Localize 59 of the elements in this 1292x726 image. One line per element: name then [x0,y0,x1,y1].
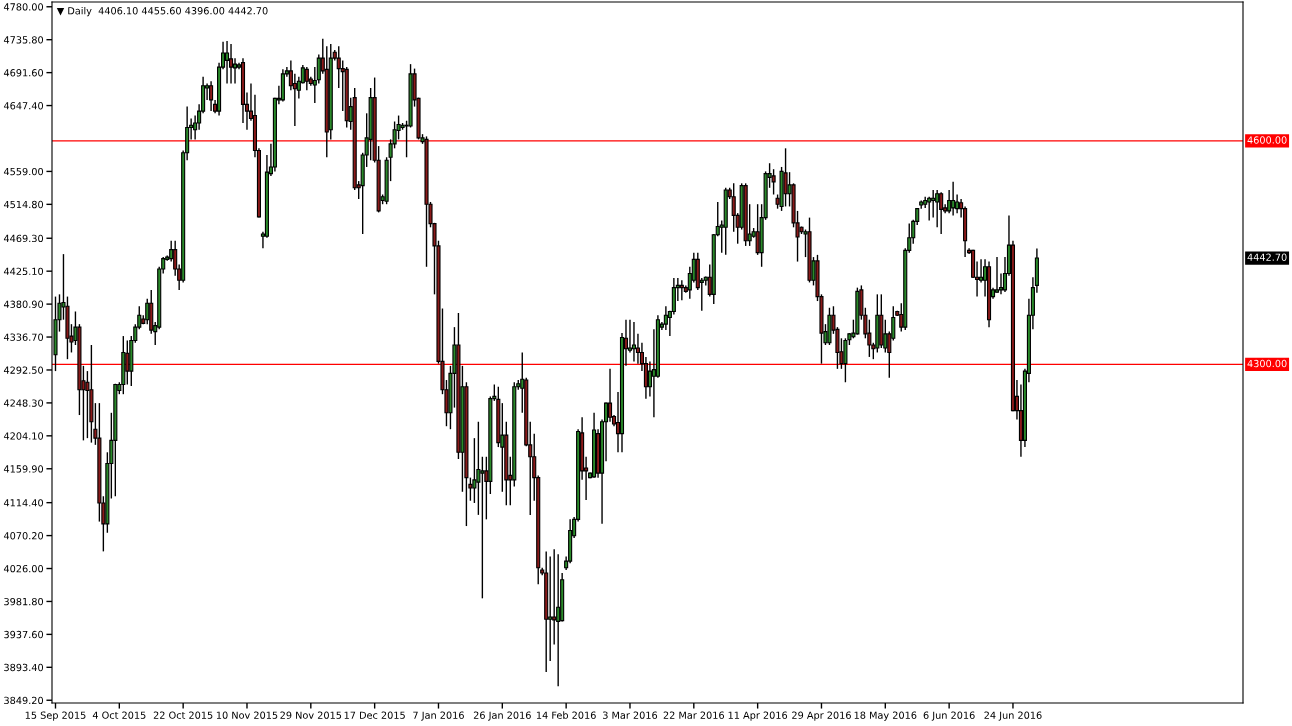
x-tick-label: 6 Jun 2016 [923,711,975,721]
candlestick [480,456,485,600]
ref-line-label: 4600.00 [1247,136,1287,144]
x-tick-label: 26 Jan 2016 [473,711,531,721]
candlestick [783,147,788,208]
x-tick-label: 7 Jan 2016 [413,711,464,721]
chart-title: ▼ Daily 4406.10 4455.60 4396.00 4442.70 [56,6,268,17]
x-tick-label: 24 Jun 2016 [984,711,1042,721]
candlestick [228,43,234,85]
candlestick [955,193,960,214]
y-tick-label: 4425.10 [3,267,44,276]
y-tick-label: 4559.00 [3,167,44,176]
ref-line-label: 4300.00 [1247,359,1287,368]
candlestick [755,203,760,256]
candlestick [935,189,940,228]
y-tick-label: 4514.80 [3,200,44,209]
candlestick [671,277,676,316]
x-tick-label: 10 Nov 2015 [216,711,278,719]
y-tick-label: 4292.50 [3,366,44,374]
y-tick-label: 4336.70 [3,333,44,341]
y-tick-label: 4647.40 [3,102,44,110]
candlestick [994,256,1000,294]
x-tick-label: 22 Oct 2015 [153,711,213,719]
y-tick-label: 4114.40 [3,499,44,507]
y-tick-label: 4159.90 [3,465,44,473]
candlestick [931,189,936,219]
y-tick-label: 4248.30 [3,399,44,407]
candlestick [125,339,130,386]
candlestick [951,181,956,217]
candlestick [304,66,309,91]
text: 4442.70 [1247,253,1287,261]
candlestick [843,337,848,383]
x-tick-label: 17 Dec 2015 [344,711,405,719]
y-tick-label: 3849.20 [4,696,44,705]
x-tick-label: 11 Apr 2016 [728,711,788,721]
y-tick-label: 3981.80 [4,597,44,606]
x-tick-label: 29 Nov 2015 [280,711,342,719]
candlestick [607,368,613,423]
y-tick-label: 4204.10 [3,432,44,440]
x-tick-label: 29 Apr 2016 [792,711,851,721]
y-tick-label: 3893.40 [4,663,44,672]
x-tick-label: 18 May 2016 [854,711,917,721]
candlestick [679,279,684,302]
x-tick-label: 15 Sep 2015 [25,711,86,721]
candlestick [631,321,637,363]
y-tick-label: 3937.60 [4,630,44,639]
y-tick-label: 4380.90 [3,300,44,308]
y-tick-label: 4026.00 [3,565,44,573]
y-tick-label: 4070.20 [3,532,44,540]
x-tick-label: 3 Mar 2016 [602,711,658,719]
x-tick-label: 22 Mar 2016 [663,711,725,719]
x-tick-label: 14 Feb 2016 [536,711,596,719]
candlestick [548,555,553,662]
y-tick-label: 4780.00 [3,3,44,11]
y-tick-label: 4469.30 [3,234,44,243]
candlestick [224,40,230,85]
y-tick-label: 4735.80 [3,36,44,44]
y-tick-label: 4691.60 [3,69,44,77]
x-tick-label: 4 Oct 2015 [92,711,146,719]
